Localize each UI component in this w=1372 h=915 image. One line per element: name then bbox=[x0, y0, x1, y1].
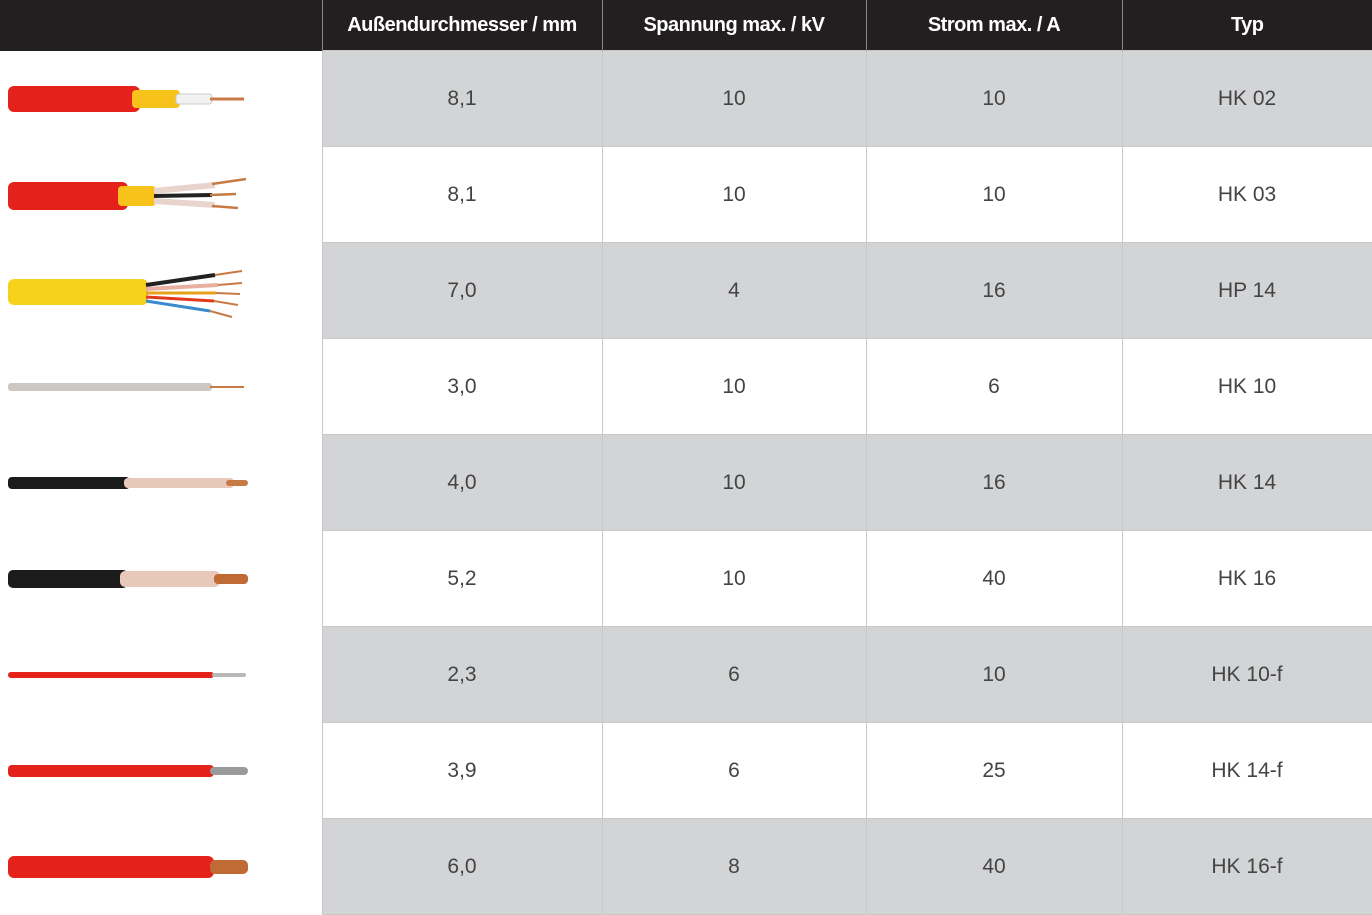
cable-image bbox=[0, 531, 322, 627]
cable-image bbox=[0, 819, 322, 915]
cell: 40 bbox=[866, 819, 1122, 915]
cable bbox=[0, 357, 260, 417]
cell: 3,9 bbox=[322, 723, 602, 819]
cell: HK 10 bbox=[1122, 339, 1372, 435]
cable-image bbox=[0, 147, 322, 243]
cable bbox=[0, 261, 260, 321]
cell: HK 14-f bbox=[1122, 723, 1372, 819]
cable bbox=[0, 549, 260, 609]
header-row: Außendurchmesser / mm Spannung max. / kV… bbox=[0, 0, 1372, 51]
header-cell: Strom max. / A bbox=[866, 0, 1122, 51]
cell: 6 bbox=[866, 339, 1122, 435]
cell: 10 bbox=[602, 51, 866, 147]
cable bbox=[0, 837, 260, 897]
cable-table: Außendurchmesser / mm Spannung max. / kV… bbox=[0, 0, 1372, 915]
cable-image bbox=[0, 339, 322, 435]
cell: 25 bbox=[866, 723, 1122, 819]
cell: 16 bbox=[866, 435, 1122, 531]
cell: 6,0 bbox=[322, 819, 602, 915]
cell: 5,2 bbox=[322, 531, 602, 627]
cell: 6 bbox=[602, 627, 866, 723]
cell: 10 bbox=[866, 51, 1122, 147]
page: Außendurchmesser / mm Spannung max. / kV… bbox=[0, 0, 1372, 910]
cell: HP 14 bbox=[1122, 243, 1372, 339]
cable bbox=[0, 453, 260, 513]
cable-image bbox=[0, 51, 322, 147]
cable-image bbox=[0, 243, 322, 339]
header-cell: Spannung max. / kV bbox=[602, 0, 866, 51]
cell: 10 bbox=[602, 435, 866, 531]
cell: HK 10-f bbox=[1122, 627, 1372, 723]
cell: HK 16 bbox=[1122, 531, 1372, 627]
header-cell bbox=[0, 0, 322, 51]
cell: 10 bbox=[602, 339, 866, 435]
cable-image bbox=[0, 627, 322, 723]
cell: 4,0 bbox=[322, 435, 602, 531]
cable bbox=[0, 645, 260, 705]
cell: 40 bbox=[866, 531, 1122, 627]
cell: HK 16-f bbox=[1122, 819, 1372, 915]
cable bbox=[0, 69, 260, 129]
cell: 16 bbox=[866, 243, 1122, 339]
cable-image bbox=[0, 435, 322, 531]
cell: 10 bbox=[602, 531, 866, 627]
cell: 2,3 bbox=[322, 627, 602, 723]
cell: 7,0 bbox=[322, 243, 602, 339]
cell: HK 14 bbox=[1122, 435, 1372, 531]
cell: 6 bbox=[602, 723, 866, 819]
cell: HK 03 bbox=[1122, 147, 1372, 243]
cell: 3,0 bbox=[322, 339, 602, 435]
header-cell: Außendurchmesser / mm bbox=[322, 0, 602, 51]
cable-image bbox=[0, 723, 322, 819]
cable bbox=[0, 165, 260, 225]
cell: HK 02 bbox=[1122, 51, 1372, 147]
cell: 8,1 bbox=[322, 147, 602, 243]
cell: 10 bbox=[866, 147, 1122, 243]
cell: 4 bbox=[602, 243, 866, 339]
cable bbox=[0, 741, 260, 801]
cell: 10 bbox=[866, 627, 1122, 723]
cell: 8 bbox=[602, 819, 866, 915]
cell: 8,1 bbox=[322, 51, 602, 147]
cell: 10 bbox=[602, 147, 866, 243]
header-cell: Typ bbox=[1122, 0, 1372, 51]
